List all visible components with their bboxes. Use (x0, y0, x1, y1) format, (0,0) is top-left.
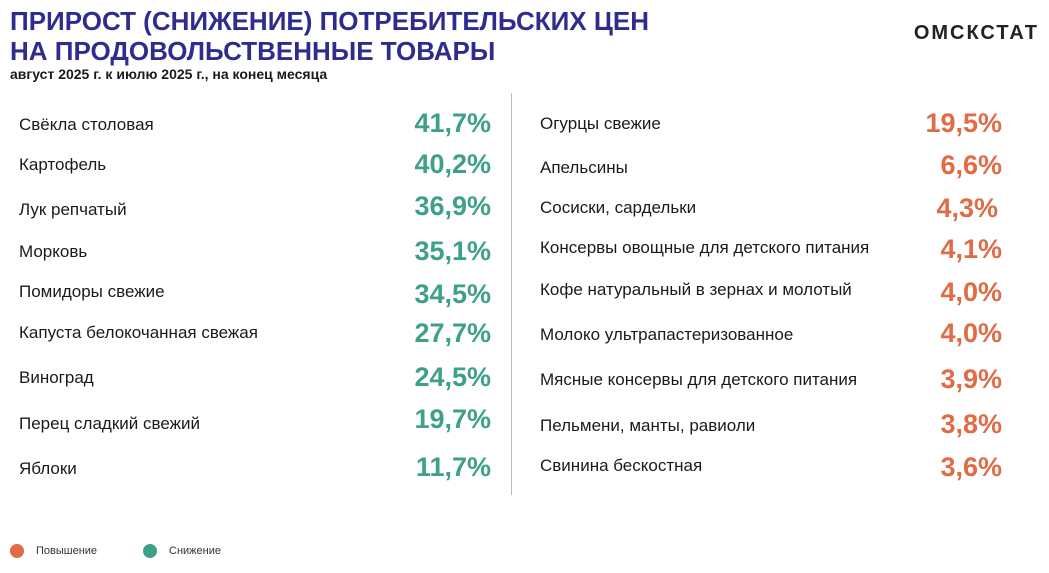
item-label: Капуста белокочанная свежая (19, 323, 258, 342)
item-value: 41,7% (414, 108, 491, 138)
list-item: Картофель 40,2% (0, 149, 491, 181)
item-value: 3,8% (940, 409, 1002, 439)
item-label: Кофе натуральный в зернах и молотый (540, 280, 852, 299)
list-item: Апельсины 6,6% (540, 150, 1002, 182)
item-value: 35,1% (414, 236, 491, 266)
title-line-2: НА ПРОДОВОЛЬСТВЕННЫЕ ТОВАРЫ (10, 36, 496, 66)
list-item: Консервы овощные для детского питания 4,… (540, 234, 1002, 266)
item-label: Мясные консервы для детского питания (540, 370, 858, 389)
item-label: Перец сладкий свежий (19, 414, 200, 433)
list-item: Кофе натуральный в зернах и молотый 4,0% (540, 277, 1002, 309)
list-item: Мясные консервы для детского питания 3,9… (540, 364, 1002, 396)
list-item: Морковь 35,1% (0, 236, 491, 268)
list-item: Капуста белокочанная свежая 27,7% (0, 318, 491, 350)
item-value: 36,9% (414, 191, 491, 221)
item-label: Яблоки (19, 459, 77, 478)
list-item: Огурцы свежие 19,5% (540, 108, 1002, 140)
item-label: Апельсины (540, 158, 628, 177)
list-item: Свёкла столовая 41,7% (0, 108, 491, 142)
item-value: 4,0% (940, 318, 1002, 348)
item-value: 3,9% (940, 364, 1002, 394)
list-item: Яблоки 11,7% (0, 452, 491, 484)
item-label: Молоко ультрапастеризованное (540, 325, 794, 344)
list-item: Помидоры свежие 34,5% (0, 279, 491, 311)
item-label: Помидоры свежие (19, 282, 165, 301)
list-item: Перец сладкий свежий 19,7% (0, 404, 491, 436)
page-title: ПРИРОСТ (СНИЖЕНИЕ) ПОТРЕБИТЕЛЬСКИХ ЦЕН Н… (10, 6, 649, 66)
item-value: 4,0% (940, 277, 1002, 307)
item-label: Морковь (19, 242, 88, 261)
item-label: Пельмени, манты, равиоли (540, 416, 756, 435)
item-label: Виноград (19, 368, 94, 387)
item-value: 24,5% (414, 362, 491, 392)
item-value: 6,6% (940, 150, 1002, 180)
item-value: 40,2% (414, 149, 491, 179)
item-value: 11,7% (415, 452, 491, 482)
item-value: 19,7% (414, 404, 491, 434)
list-item: Лук репчатый 36,9% (0, 191, 491, 223)
list-item: Молоко ультрапастеризованное 4,0% (540, 318, 1002, 350)
item-label: Картофель (19, 155, 107, 174)
item-label: Огурцы свежие (540, 114, 661, 133)
subtitle: август 2025 г. к июлю 2025 г., на конец … (10, 66, 328, 82)
item-value: 34,5% (414, 279, 491, 309)
item-label: Сосиски, сардельки (540, 198, 697, 217)
column-divider (511, 93, 512, 495)
item-label: Лук репчатый (19, 200, 127, 219)
item-label: Свёкла столовая (19, 115, 154, 134)
list-item: Пельмени, манты, равиоли 3,8% (540, 409, 1002, 441)
item-value: 19,5% (925, 108, 1002, 138)
legend-label-decrease: Снижение (169, 545, 221, 557)
increase-dot-icon (10, 544, 24, 558)
list-item: Сосиски, сардельки 4,3% (540, 193, 1002, 225)
item-value: 3,6% (940, 452, 1002, 482)
item-value: 4,3% (936, 193, 998, 223)
legend-label-increase: Повышение (36, 545, 98, 557)
item-value: 4,1% (940, 234, 1002, 264)
item-label: Консервы овощные для детского питания (540, 238, 870, 257)
item-value: 27,7% (414, 318, 491, 348)
decrease-dot-icon (143, 544, 157, 558)
title-line-1: ПРИРОСТ (СНИЖЕНИЕ) ПОТРЕБИТЕЛЬСКИХ ЦЕН (10, 6, 649, 36)
item-label: Свинина бескостная (540, 456, 703, 475)
list-item: Виноград 24,5% (0, 362, 491, 394)
list-item: Свинина бескостная 3,6% (540, 452, 1002, 484)
brand-logo-text: ОМСКСТАТ (913, 22, 1039, 44)
